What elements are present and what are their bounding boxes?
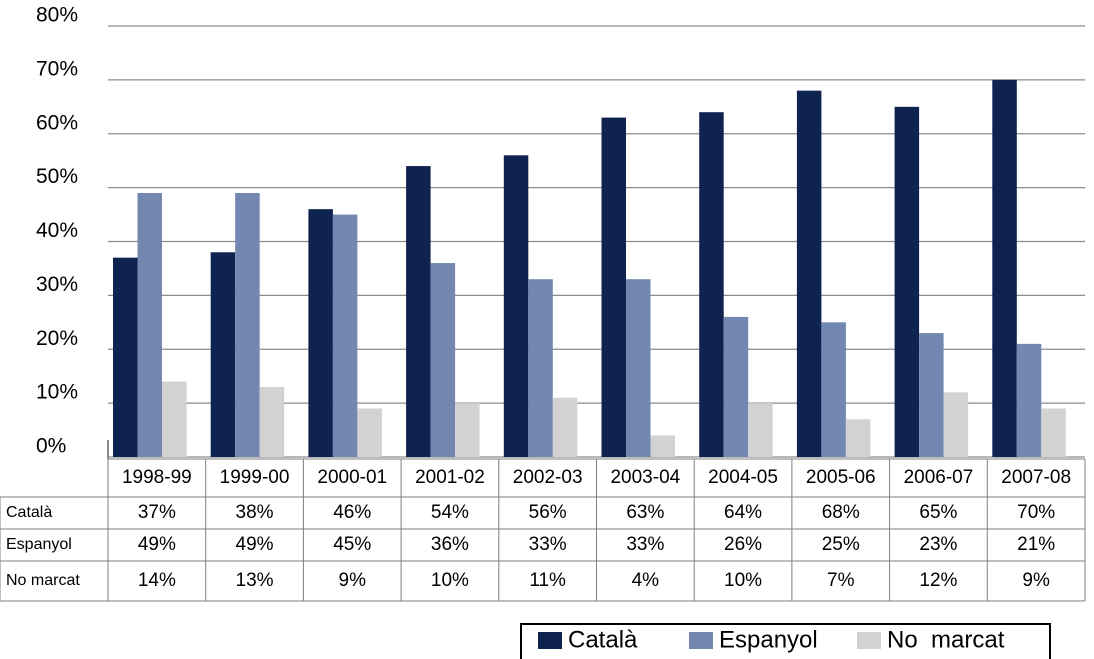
table-cell: 12%	[919, 570, 957, 591]
legend-label: Espanyol	[719, 626, 818, 653]
bar	[919, 333, 944, 457]
table-cell: 14%	[138, 570, 176, 591]
table-cell: 54%	[431, 502, 469, 523]
table-cell: 49%	[138, 534, 176, 555]
table-cell: 33%	[626, 534, 664, 555]
table-cell: 33%	[529, 534, 567, 555]
bar	[357, 408, 382, 457]
table-cell: 46%	[333, 502, 371, 523]
legend-swatch	[538, 632, 562, 649]
bar	[210, 252, 236, 457]
table-cell: 23%	[919, 534, 957, 555]
table-header: 2006-07	[904, 467, 974, 488]
table-cell: 25%	[822, 534, 860, 555]
bar	[796, 90, 822, 458]
table-cell: 56%	[529, 502, 567, 523]
table-cell: 70%	[1017, 502, 1055, 523]
bar	[430, 263, 456, 457]
bar	[821, 322, 846, 457]
table-row-label: Espanyol	[6, 536, 72, 553]
table-cell: 21%	[1017, 534, 1055, 555]
table-cell: 45%	[333, 534, 371, 555]
bar	[1016, 343, 1042, 457]
bar	[137, 193, 162, 457]
table-header: 2005-06	[806, 467, 876, 488]
bar	[992, 79, 1017, 457]
table-row-label: Català	[6, 504, 52, 521]
bar	[552, 397, 578, 457]
table-cell: 68%	[822, 502, 860, 523]
y-tick-label: 0%	[36, 435, 66, 458]
table-header: 2004-05	[708, 467, 778, 488]
table-cell: 9%	[1022, 570, 1050, 591]
table-cell: 49%	[236, 534, 274, 555]
table-cell: 63%	[626, 502, 664, 523]
table-header: 2003-04	[610, 467, 680, 488]
table-cell: 10%	[431, 570, 469, 591]
bar	[308, 209, 333, 457]
table-header: 2000-01	[317, 467, 387, 488]
legend-label: No marcat	[887, 626, 1005, 653]
bar	[259, 386, 285, 457]
bar	[894, 106, 920, 457]
y-tick-label: 80%	[36, 4, 78, 27]
y-tick-label: 70%	[36, 57, 78, 80]
bar	[1041, 408, 1066, 457]
table-cell: 13%	[236, 570, 274, 591]
bar	[455, 403, 480, 457]
bar	[528, 279, 553, 457]
bar	[406, 166, 431, 457]
legend-swatch	[689, 632, 713, 649]
bar	[699, 112, 724, 457]
legend-label: Català	[568, 626, 638, 653]
table-cell: 7%	[827, 570, 855, 591]
y-tick-label: 20%	[36, 327, 78, 350]
table-header: 2001-02	[415, 467, 485, 488]
table-row-label: No marcat	[6, 572, 80, 589]
table-cell: 26%	[724, 534, 762, 555]
table-header: 1998-99	[122, 467, 192, 488]
y-tick-label: 60%	[36, 111, 78, 134]
bar	[235, 193, 260, 457]
table-header: 1999-00	[220, 467, 290, 488]
bar	[503, 155, 529, 458]
y-tick-label: 50%	[36, 165, 78, 188]
table-cell: 36%	[431, 534, 469, 555]
bar	[162, 381, 187, 457]
table-cell: 65%	[919, 502, 957, 523]
bar	[845, 419, 871, 457]
table-cell: 9%	[339, 570, 367, 591]
table-cell: 11%	[529, 570, 566, 591]
table-header: 2002-03	[513, 467, 583, 488]
bar	[650, 435, 675, 457]
bar	[748, 403, 773, 457]
y-tick-label: 40%	[36, 219, 78, 242]
table-cell: 4%	[632, 570, 660, 591]
y-tick-label: 30%	[36, 273, 78, 296]
y-tick-label: 10%	[36, 381, 78, 404]
legend-swatch	[857, 632, 881, 649]
table-cell: 10%	[724, 570, 762, 591]
bar	[723, 316, 749, 457]
bar	[626, 279, 651, 457]
bar	[601, 117, 626, 458]
table-cell: 37%	[138, 502, 176, 523]
bar	[113, 257, 138, 457]
table-cell: 38%	[236, 502, 274, 523]
table-header: 2007-08	[1001, 467, 1071, 488]
table-cell: 64%	[724, 502, 762, 523]
bar	[332, 214, 358, 457]
legend-box	[520, 623, 1051, 659]
bar	[943, 392, 969, 457]
